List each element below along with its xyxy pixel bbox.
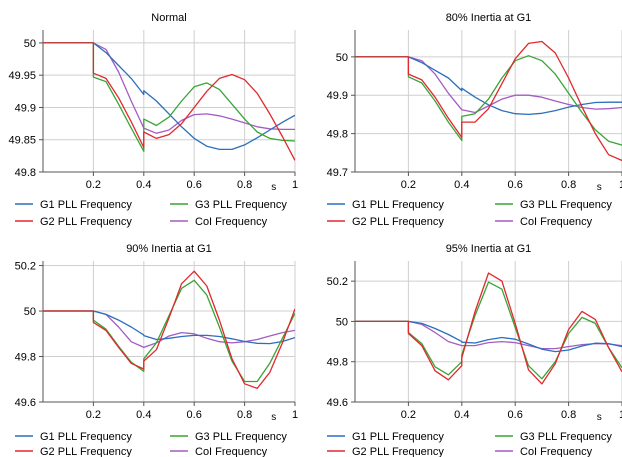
x-tick-label: 0.4 [136, 409, 151, 421]
legend-label-col: CoI Frequency [520, 216, 593, 228]
chart-title: Normal [151, 12, 186, 24]
x-axis-label: s [271, 182, 276, 193]
series-line-g3 [43, 279, 295, 383]
y-tick-label: 50 [24, 306, 36, 318]
legend-label-g1: G1 PLL Frequency [40, 431, 132, 443]
legend-label-col: CoI Frequency [195, 216, 268, 228]
x-tick-label: 0.8 [237, 409, 252, 421]
series-line-g2 [43, 42, 295, 161]
y-tick-label: 49.9 [327, 90, 348, 102]
series-line-g1 [43, 310, 295, 345]
series-line-col [355, 320, 622, 350]
series-line-col [43, 310, 295, 349]
legend-label-g2: G2 PLL Frequency [40, 446, 132, 457]
legend-label-g3: G3 PLL Frequency [195, 199, 287, 211]
y-tick-label: 50.2 [15, 261, 36, 273]
x-tick-label: 0.6 [508, 409, 523, 421]
y-tick-label: 49.95 [8, 70, 36, 82]
x-axis-label: s [597, 182, 602, 193]
legend-label-g2: G2 PLL Frequency [352, 216, 444, 228]
x-tick-label: 0.2 [401, 179, 416, 191]
legend-label-col: CoI Frequency [195, 446, 268, 457]
legend-label-g3: G3 PLL Frequency [195, 431, 287, 443]
legend-label-g1: G1 PLL Frequency [40, 199, 132, 211]
series-line-g2 [43, 270, 295, 390]
chart-panel-1: Normal 0.2 0.4 0.6 0.8 1 s 49.8 49.85 49.9 49.95 50… [8, 12, 298, 228]
series-line-g3 [355, 281, 622, 380]
x-tick-label: 0.8 [561, 179, 576, 191]
series-line-g1 [355, 56, 622, 116]
y-tick-label: 50 [336, 52, 348, 64]
y-tick-label: 49.9 [15, 102, 36, 114]
series-line-g3 [43, 42, 295, 152]
y-tick-label: 49.8 [327, 129, 348, 141]
legend-label-g1: G1 PLL Frequency [352, 199, 444, 211]
x-tick-label: 1 [292, 409, 298, 421]
legend-label-col: CoI Frequency [520, 446, 593, 457]
y-tick-label: 49.8 [327, 357, 348, 369]
x-tick-label: 0.4 [136, 179, 151, 191]
chart-panel-2: 80% Inertia at G1 0.2 0.4 0.6 0.8 1 s 49.7 49.8 4… [327, 12, 622, 228]
x-tick-label: 0.4 [454, 409, 469, 421]
chart-panel-4: 95% Inertia at G1 0.2 0.4 0.6 0.8 1 s 49.6 49.8 5… [327, 243, 622, 457]
chart-panel-3: 90% Inertia at G1 0.2 0.4 0.6 0.8 1 s 49.6 49.8 5… [15, 243, 298, 457]
series-line-g1 [355, 320, 622, 353]
legend-label-g3: G3 PLL Frequency [520, 431, 612, 443]
y-tick-label: 50 [336, 316, 348, 328]
y-tick-label: 49.6 [327, 397, 348, 409]
x-tick-label: 0.2 [86, 179, 101, 191]
y-tick-label: 49.8 [15, 352, 36, 364]
legend-label-g1: G1 PLL Frequency [352, 431, 444, 443]
legend-label-g2: G2 PLL Frequency [352, 446, 444, 457]
chart-title: 90% Inertia at G1 [126, 243, 212, 255]
x-tick-label: 0.8 [237, 179, 252, 191]
x-tick-label: 1 [292, 179, 298, 191]
x-tick-label: 1 [619, 179, 622, 191]
x-tick-label: 0.8 [561, 409, 576, 421]
x-tick-label: 0.2 [401, 409, 416, 421]
x-tick-label: 1 [619, 409, 622, 421]
y-tick-label: 49.6 [15, 397, 36, 409]
x-tick-label: 0.4 [454, 179, 469, 191]
y-tick-label: 49.8 [15, 167, 36, 179]
series-line-g1 [43, 42, 295, 151]
y-tick-label: 49.7 [327, 167, 348, 179]
x-tick-label: 0.6 [187, 409, 202, 421]
series-line-col [355, 56, 622, 114]
y-tick-label: 50.2 [327, 276, 348, 288]
x-tick-label: 0.6 [508, 179, 523, 191]
chart-title: 95% Inertia at G1 [446, 243, 532, 255]
series-line-g2 [355, 272, 622, 385]
series-line-g2 [355, 40, 622, 162]
series-line-col [43, 42, 295, 134]
y-tick-label: 49.85 [8, 135, 36, 147]
x-tick-label: 0.2 [86, 409, 101, 421]
series-line-g3 [355, 55, 622, 146]
x-tick-label: 0.6 [187, 179, 202, 191]
y-tick-label: 50 [24, 38, 36, 50]
x-axis-label: s [271, 412, 276, 423]
x-axis-label: s [597, 412, 602, 423]
chart-title: 80% Inertia at G1 [446, 12, 532, 24]
legend-label-g2: G2 PLL Frequency [40, 216, 132, 228]
legend-label-g3: G3 PLL Frequency [520, 199, 612, 211]
